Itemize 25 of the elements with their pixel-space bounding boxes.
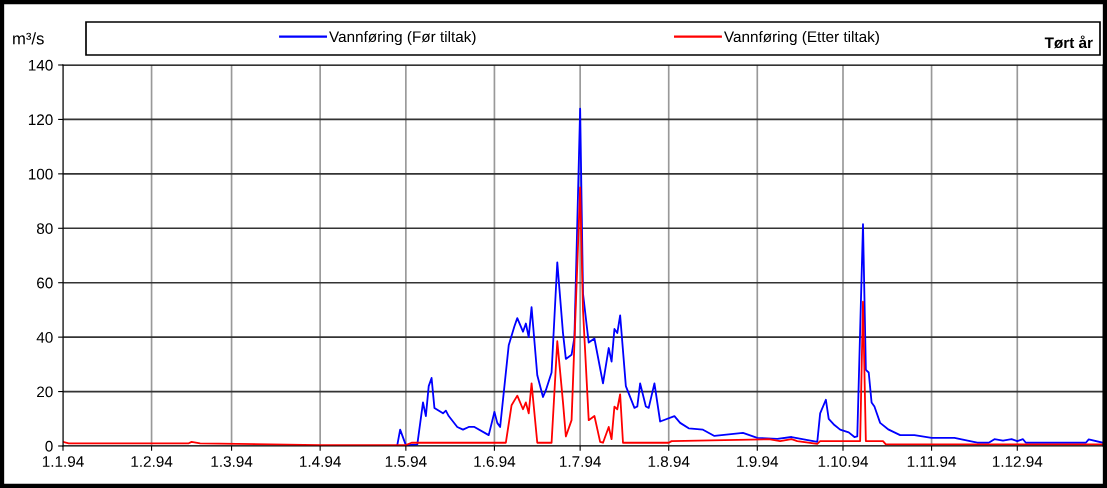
y-tick-label: 120: [28, 114, 53, 126]
y-tick-label: 100: [28, 168, 53, 180]
x-tick-label: 1.11.94: [907, 456, 957, 467]
legend-label: Vannføring (Etter tiltak): [724, 30, 879, 46]
legend-label: Vannføring (Før tiltak): [329, 30, 476, 46]
x-tick-label: 1.12.94: [992, 456, 1043, 467]
chart-title: Tørt år: [1044, 35, 1093, 49]
y-tick-label: 0: [45, 440, 53, 452]
x-tick-label: 1.2.94: [131, 456, 173, 467]
x-tick-label: 1.3.94: [211, 456, 253, 467]
x-tick-label: 1.4.94: [300, 456, 341, 467]
x-tick-label: 1.8.94: [648, 456, 690, 467]
y-tick-label: 140: [28, 59, 53, 71]
y-tick-label: 80: [36, 223, 53, 234]
y-tick-label: 20: [37, 386, 53, 398]
x-tick-label: 1.5.94: [385, 456, 427, 467]
line-series: [396, 107, 1103, 446]
y-tick-label: 60: [37, 277, 53, 289]
y-axis-title: m³/s: [13, 32, 44, 45]
x-tick-label: 1.9.94: [737, 456, 779, 467]
x-tick-label: 1.6.94: [474, 456, 516, 467]
x-tick-label: 1.10.94: [818, 456, 869, 467]
x-tick-label: 1.7.94: [560, 456, 601, 467]
x-tick-label: 1.1.94: [42, 456, 84, 467]
y-tick-label: 40: [36, 332, 53, 343]
